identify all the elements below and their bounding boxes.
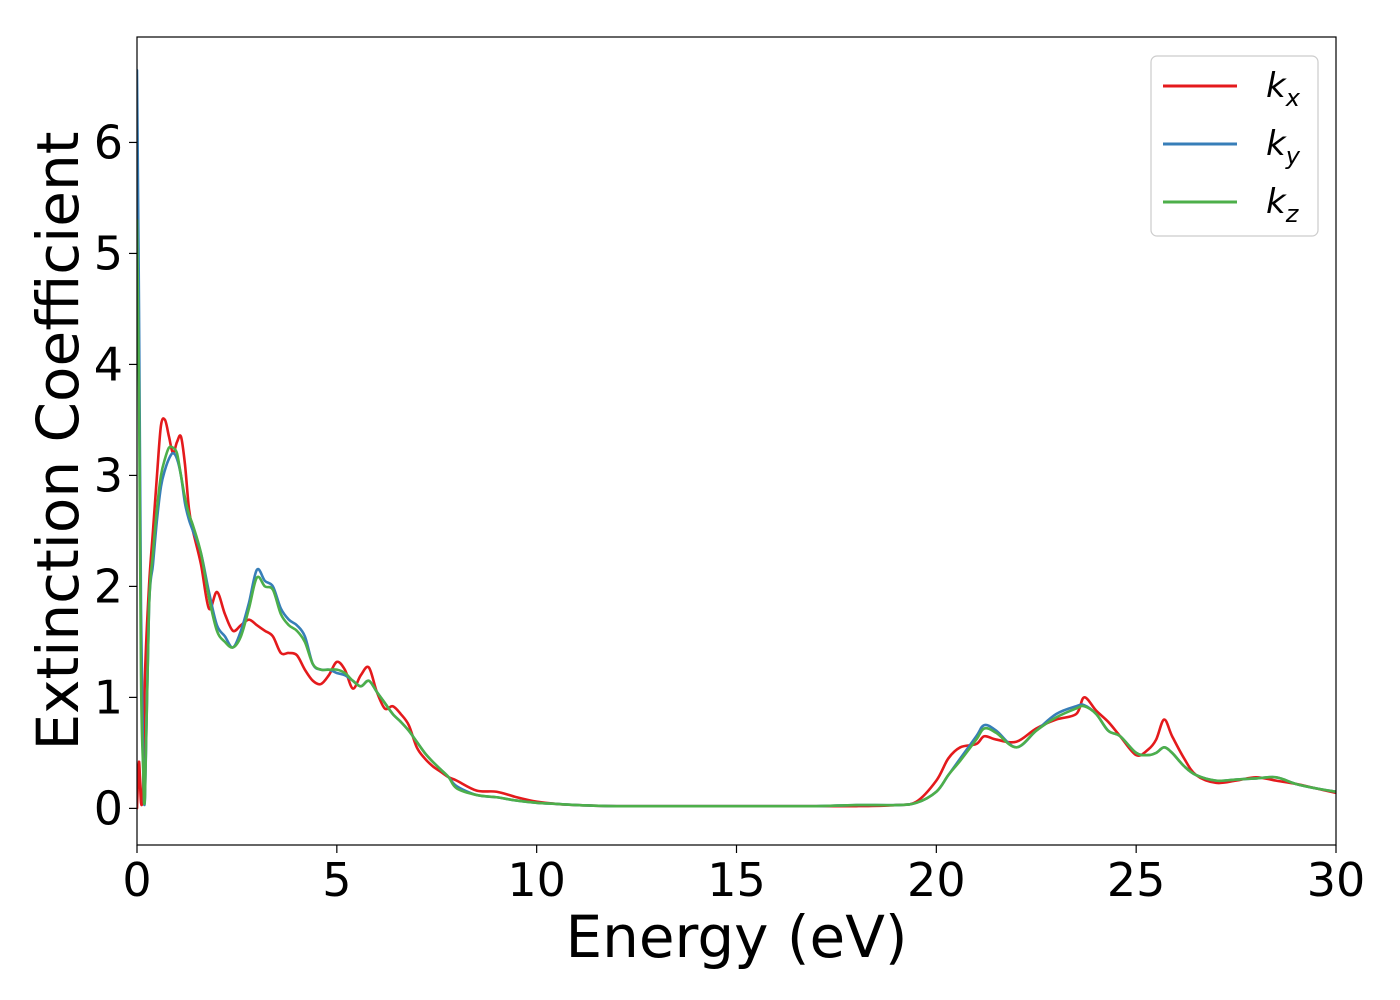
x-tick-label: 25 bbox=[1107, 853, 1166, 907]
legend: kx ky kz bbox=[1150, 55, 1319, 237]
y-tick-label: 3 bbox=[94, 448, 123, 502]
x-axis-label: Energy (eV) bbox=[565, 903, 907, 971]
x-axis: 0 5 10 15 20 25 30 bbox=[122, 845, 1365, 907]
x-tick-label: 0 bbox=[122, 853, 151, 907]
legend-entry-y: ky bbox=[1266, 124, 1301, 170]
y-tick-label: 5 bbox=[94, 226, 123, 280]
y-tick-label: 0 bbox=[94, 781, 123, 835]
x-tick-label: 10 bbox=[507, 853, 566, 907]
legend-entry-x: kx bbox=[1266, 66, 1301, 112]
x-tick-label: 20 bbox=[907, 853, 966, 907]
y-tick-label: 6 bbox=[94, 115, 123, 169]
y-tick-label: 4 bbox=[94, 337, 123, 391]
y-tick-label: 1 bbox=[94, 670, 123, 724]
series-line-z bbox=[137, 218, 1336, 808]
y-tick-label: 2 bbox=[94, 559, 123, 613]
x-tick-label: 5 bbox=[322, 853, 351, 907]
y-axis-label: Extinction Coefficient bbox=[24, 132, 92, 751]
x-tick-label: 15 bbox=[707, 853, 766, 907]
series-layer bbox=[137, 69, 1336, 810]
legend-entry-z: kz bbox=[1266, 182, 1300, 228]
series-line-x bbox=[137, 417, 1336, 810]
x-tick-label: 30 bbox=[1307, 853, 1366, 907]
y-axis: 0 1 2 3 4 5 6 bbox=[94, 115, 137, 835]
legend-frame bbox=[1150, 55, 1319, 237]
